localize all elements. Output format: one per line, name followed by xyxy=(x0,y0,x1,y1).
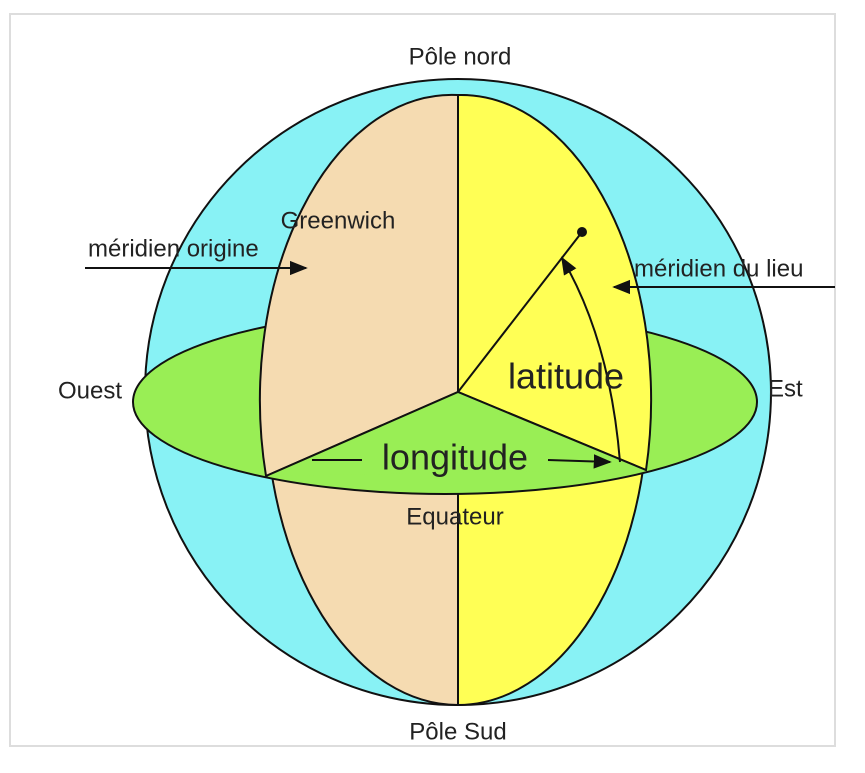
label: méridien du lieu xyxy=(634,255,803,282)
label: Equateur xyxy=(406,503,503,530)
label: Greenwich xyxy=(281,207,396,234)
label: Ouest xyxy=(58,377,122,404)
label: latitude xyxy=(508,356,624,397)
globe-diagram: Pôle nord Greenwich méridien origine mér… xyxy=(0,0,865,773)
label: méridien origine xyxy=(88,235,259,262)
label: Est xyxy=(768,375,803,402)
label: Pôle nord xyxy=(409,43,512,70)
label: longitude xyxy=(382,437,528,478)
location-dot xyxy=(577,227,587,237)
label: Pôle Sud xyxy=(409,718,506,745)
page: {"labels": {"north_pole": "Pôle nord", "… xyxy=(0,0,865,773)
